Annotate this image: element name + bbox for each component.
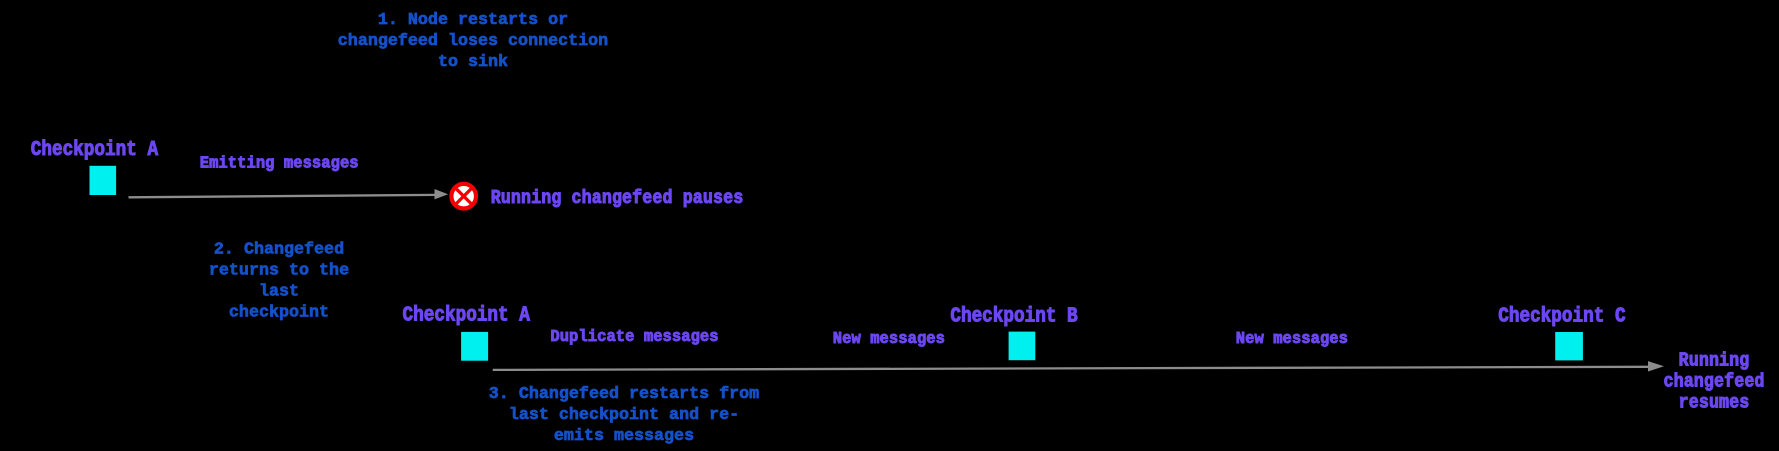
svg-text:emits messages: emits messages	[554, 427, 694, 446]
svg-text:resumes: resumes	[1679, 393, 1750, 414]
svg-text:Checkpoint A: Checkpoint A	[31, 138, 159, 162]
svg-text:Duplicate messages: Duplicate messages	[550, 328, 718, 347]
svg-text:last: last	[259, 282, 299, 301]
svg-text:3. Changefeed restarts from: 3. Changefeed restarts from	[489, 385, 759, 404]
svg-text:changefeed loses connection: changefeed loses connection	[338, 32, 608, 51]
svg-text:Emitting messages: Emitting messages	[200, 154, 359, 173]
svg-text:2. Changefeed: 2. Changefeed	[214, 240, 344, 259]
svg-text:Checkpoint B: Checkpoint B	[950, 304, 1078, 328]
svg-text:returns to the: returns to the	[209, 261, 349, 280]
svg-text:1. Node restarts or: 1. Node restarts or	[378, 11, 568, 30]
svg-text:Running changefeed pauses: Running changefeed pauses	[491, 188, 744, 209]
svg-text:New messages: New messages	[1236, 329, 1348, 348]
svg-text:New messages: New messages	[833, 329, 945, 348]
svg-text:Checkpoint C: Checkpoint C	[1498, 304, 1626, 328]
svg-text:Checkpoint A: Checkpoint A	[403, 303, 531, 327]
svg-text:checkpoint: checkpoint	[229, 303, 329, 322]
svg-text:changefeed: changefeed	[1663, 372, 1764, 393]
svg-text:Running: Running	[1679, 351, 1750, 372]
svg-text:last checkpoint and re-: last checkpoint and re-	[509, 406, 739, 425]
svg-text:to sink: to sink	[438, 53, 508, 72]
